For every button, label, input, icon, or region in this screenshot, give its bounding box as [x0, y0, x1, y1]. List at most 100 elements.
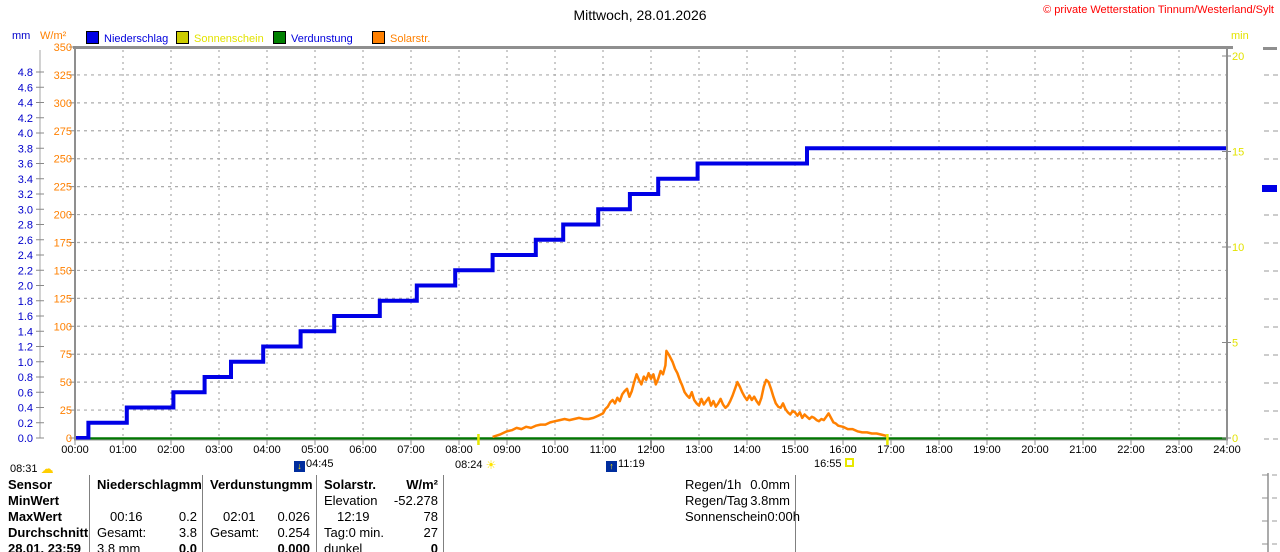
svg-text:22:00: 22:00: [1117, 444, 1145, 456]
last-value: 0.000: [277, 541, 310, 552]
svg-text:175: 175: [54, 238, 72, 250]
legend-label: Niederschlag: [104, 33, 169, 45]
svg-text:06:00: 06:00: [349, 444, 377, 456]
legend-swatch-verdunstung-icon: [273, 31, 286, 44]
page-title: Mittwoch, 28.01.2026: [573, 7, 707, 23]
table-divider: [443, 475, 444, 552]
rain-1h-label: Regen/1h: [685, 477, 742, 492]
rain-stats-block: Regen/1h 0.0mm Regen/Tag 3.8mm Sonnenschei…: [685, 477, 800, 525]
col-title: Niederschlag: [97, 477, 179, 492]
svg-text:1.8: 1.8: [18, 296, 33, 308]
total-label: Gesamt:: [97, 525, 147, 540]
sunset-time: 16:55: [814, 458, 842, 470]
svg-text:1.2: 1.2: [18, 342, 33, 354]
moonset-marker: ↓ 04:45: [294, 458, 334, 472]
rain-1h-value: 0.0mm: [750, 477, 790, 492]
table-divider: [202, 475, 203, 552]
svg-text:150: 150: [54, 265, 72, 277]
max-time: 02:01: [223, 509, 256, 524]
table-col-niederschlag: Niederschlag mm 00:16 0.2 Gesamt: 3.8 3.8 m…: [97, 477, 202, 552]
svg-text:4.0: 4.0: [18, 128, 33, 140]
svg-text:275: 275: [54, 126, 72, 138]
sunset-icon: [844, 458, 854, 467]
max-value: 78: [423, 509, 438, 524]
legend-swatch-solarstr-icon: [372, 31, 385, 44]
svg-text:4.8: 4.8: [18, 67, 33, 79]
moonrise-time: 11:19: [618, 458, 645, 470]
col-title: Verdunstung: [210, 477, 290, 492]
svg-text:125: 125: [54, 293, 72, 305]
day-value: 27: [423, 525, 438, 540]
svg-text:100: 100: [54, 321, 72, 333]
svg-text:12:00: 12:00: [637, 444, 665, 456]
svg-text:19:00: 19:00: [973, 444, 1001, 456]
sunshine-value: 0:00h: [767, 509, 800, 524]
moonrise-marker: ↑ 11:19: [606, 458, 645, 472]
cloud-icon: ☁: [40, 461, 54, 476]
right-axis-unit-min: min: [1231, 30, 1249, 42]
svg-text:0.8: 0.8: [18, 372, 33, 384]
svg-text:200: 200: [54, 210, 72, 222]
sunset-marker: 16:55: [814, 458, 854, 470]
svg-text:16:00: 16:00: [829, 444, 857, 456]
svg-text:08:00: 08:00: [445, 444, 473, 456]
row-header-minwert: MinWert: [8, 493, 60, 508]
left-axis-unit-mm: mm: [12, 30, 31, 42]
table-col-verdunstung: Verdunstung mm 02:01 0.026 Gesamt: 0.254 0.…: [210, 477, 313, 552]
svg-text:09:00: 09:00: [493, 444, 521, 456]
svg-text:300: 300: [54, 98, 72, 110]
sunrise-time: 08:24: [455, 459, 483, 471]
svg-text:0: 0: [66, 433, 72, 445]
max-time: 00:16: [110, 509, 143, 524]
svg-text:15:00: 15:00: [781, 444, 809, 456]
rain-day-label: Regen/Tag: [685, 493, 748, 508]
svg-text:01:00: 01:00: [109, 444, 137, 456]
max-value: 0.2: [178, 509, 197, 524]
elevation-value: -52.278: [393, 493, 438, 508]
svg-text:0: 0: [1232, 433, 1238, 445]
legend-label: Solarstr.: [390, 33, 431, 45]
sunrise-marker: 08:24 ☀: [455, 458, 496, 472]
legend-swatch-niederschlag-icon: [86, 31, 99, 44]
svg-text:05:00: 05:00: [301, 444, 329, 456]
legend-item-niederschlag: Niederschlag: [86, 31, 169, 45]
svg-text:17:00: 17:00: [877, 444, 905, 456]
svg-text:20:00: 20:00: [1021, 444, 1049, 456]
table-divider: [89, 475, 90, 552]
col-unit: mm: [289, 477, 313, 492]
svg-text:5: 5: [1232, 338, 1238, 350]
last-label: 3.8 mm: [97, 541, 141, 552]
svg-text:2.0: 2.0: [18, 281, 33, 293]
max-time: 12:19: [337, 509, 370, 524]
total-value: 0.254: [277, 525, 310, 540]
svg-text:07:00: 07:00: [397, 444, 425, 456]
legend-item-solarstr: Solarstr.: [372, 31, 431, 45]
row-header-sensor: Sensor: [8, 477, 53, 492]
col-unit: mm: [178, 477, 202, 492]
svg-text:50: 50: [60, 377, 72, 389]
svg-text:3.0: 3.0: [18, 204, 33, 216]
svg-text:3.4: 3.4: [18, 174, 33, 186]
rain-day-value: 3.8mm: [750, 493, 790, 508]
svg-text:20: 20: [1232, 51, 1244, 63]
svg-text:02:00: 02:00: [157, 444, 185, 456]
svg-text:1.0: 1.0: [18, 357, 33, 369]
row-header-maxwert: MaxWert: [8, 509, 62, 524]
legend-item-verdunstung: Verdunstung: [273, 31, 353, 45]
svg-text:225: 225: [54, 182, 72, 194]
svg-text:11:00: 11:00: [590, 444, 617, 456]
total-value: 3.8: [178, 525, 197, 540]
svg-text:0.0: 0.0: [18, 433, 33, 445]
svg-text:3.2: 3.2: [18, 189, 33, 201]
svg-text:10: 10: [1232, 242, 1244, 254]
row-header-durchschnitt: Durchschnitt: [8, 525, 89, 540]
table-col-solarstr: Solarstr. W/m² Elevation -52.278 12:19 78 T…: [324, 477, 438, 552]
svg-text:350: 350: [54, 42, 72, 54]
corner-astro-time: 08:31: [10, 463, 38, 475]
left-axis-unit-wm2: W/m²: [40, 30, 67, 42]
table-divider: [795, 475, 796, 552]
svg-text:15: 15: [1232, 147, 1244, 159]
table-row-headers: Sensor MinWert MaxWert Durchschnitt 28.0…: [8, 477, 88, 552]
svg-text:2.4: 2.4: [18, 250, 33, 262]
svg-text:2.2: 2.2: [18, 265, 33, 277]
